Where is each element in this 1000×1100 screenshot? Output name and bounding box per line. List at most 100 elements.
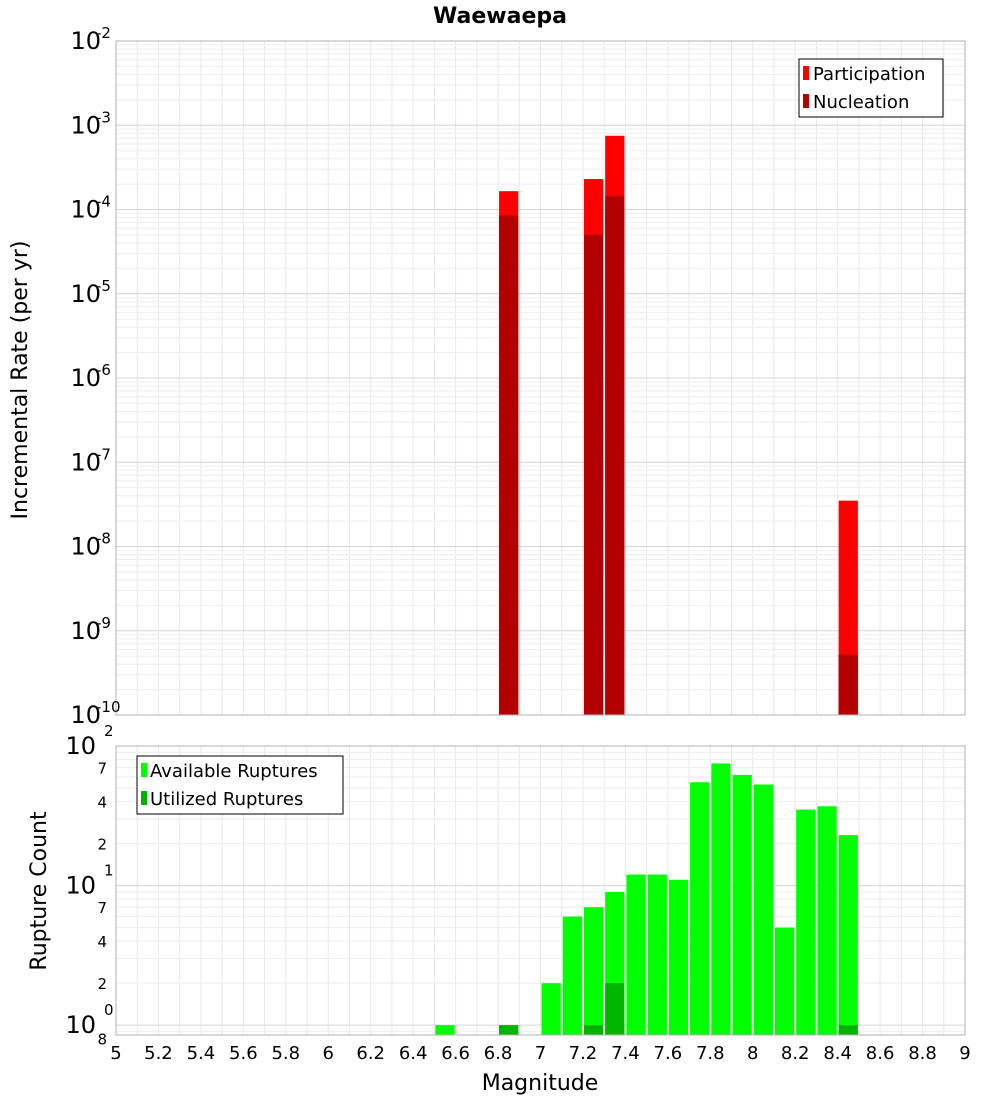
top-legend-box: [798, 58, 944, 118]
top-bars: [499, 135, 858, 716]
x-tick-label: 6.2: [356, 1043, 385, 1064]
x-tick-label: 8: [747, 1043, 758, 1064]
utilized-ruptures-bar: [838, 1025, 858, 1035]
available-ruptures-bar: [817, 806, 837, 1035]
available-ruptures-bar: [647, 874, 667, 1035]
x-tick-label: 9: [959, 1043, 970, 1064]
top-plot-frame: [115, 40, 966, 716]
x-tick-label: 7.8: [696, 1043, 725, 1064]
available-ruptures-bar: [435, 1025, 455, 1035]
bottom-y-minor-label: 8: [97, 1031, 107, 1049]
bottom-y-tick-exponent: 0: [104, 1001, 114, 1019]
legend-label-available: Available Ruptures: [150, 761, 318, 782]
available-ruptures-bar: [753, 784, 773, 1035]
top-y-tick-exponent: -8: [96, 530, 111, 548]
top-y-tick-exponent: -10: [96, 698, 121, 716]
top-y-tick-exponent: -9: [96, 614, 111, 632]
bottom-plot-frame: [115, 745, 966, 1036]
x-tick-label: 8.4: [823, 1043, 852, 1064]
x-tick-labels: 5 5.2 5.4 5.6 5.8 6 6.2 6.4 6.6 6.8 7 7.2 7.4 7.6 7.8 8…: [110, 1043, 970, 1064]
x-tick-label: 6.8: [484, 1043, 513, 1064]
top-y-axis-label: Incremental Rate (per yr): [8, 241, 33, 520]
top-y-tick-label: 10: [70, 27, 101, 55]
top-y-tick-label: 10: [70, 617, 101, 645]
bottom-y-minor-label: 2: [97, 836, 107, 854]
bottom-y-tick-label: 10: [65, 1011, 96, 1039]
x-tick-label: 7: [535, 1043, 546, 1064]
bottom-legend: Available Ruptures Utilized Ruptures: [136, 755, 344, 815]
available-ruptures-bar: [583, 907, 604, 1035]
bottom-y-axis-label: Rupture Count: [27, 811, 52, 971]
top-gridlines: [115, 41, 966, 716]
x-tick-label: 8.2: [781, 1043, 810, 1064]
top-y-tick-label: 10: [70, 280, 101, 308]
bottom-bars: [435, 763, 858, 1035]
utilized-ruptures-bar: [499, 1025, 519, 1035]
bottom-y-tick-label: 10: [65, 732, 96, 760]
available-ruptures-bar: [562, 916, 582, 1035]
top-y-tick-label: 10: [70, 364, 101, 392]
nucleation-bar: [499, 215, 519, 715]
bottom-y-minor-label: 7: [97, 899, 107, 917]
utilized-ruptures-bar: [605, 983, 625, 1035]
legend-swatch-available: [141, 763, 147, 777]
bottom-y-minor-label: 7: [97, 760, 107, 778]
available-ruptures-bar: [711, 763, 731, 1035]
x-tick-label: 5.8: [271, 1043, 300, 1064]
top-y-tick-label: 10: [70, 533, 101, 561]
top-panel: 10-210-310-410-510-610-710-810-910-10 In…: [8, 24, 966, 729]
nucleation-bar: [605, 195, 625, 716]
legend-label-participation: Participation: [813, 64, 925, 85]
available-ruptures-bar: [668, 879, 689, 1035]
top-y-tick-label: 10: [70, 111, 101, 139]
bottom-y-tick-label: 10: [65, 872, 96, 900]
bottom-y-minor-label: 2: [97, 975, 107, 993]
x-tick-label: 8.6: [866, 1043, 895, 1064]
bottom-legend-box: [136, 755, 344, 815]
top-y-tick-exponent: -6: [96, 361, 111, 379]
x-tick-label: 5.6: [229, 1043, 258, 1064]
top-y-tick-label: 10: [70, 448, 101, 476]
x-tick-label: 7.6: [654, 1043, 683, 1064]
x-tick-label: 7.2: [569, 1043, 598, 1064]
top-y-tick-label: 10: [70, 701, 101, 729]
bottom-y-minor-label: 4: [97, 794, 107, 812]
legend-swatch-participation: [803, 66, 809, 80]
top-y-tick-exponent: -3: [96, 108, 111, 126]
bottom-y-tick-exponent: 2: [104, 722, 114, 740]
utilized-ruptures-bar: [583, 1025, 604, 1035]
top-legend: Participation Nucleation: [798, 58, 944, 118]
available-ruptures-bar: [774, 927, 795, 1035]
top-y-tick-label: 10: [70, 196, 101, 224]
top-y-tick-exponent: -2: [96, 24, 111, 42]
top-y-tick-exponent: -7: [96, 445, 111, 463]
available-ruptures-bar: [838, 835, 858, 1035]
x-tick-label: 7.4: [611, 1043, 640, 1064]
x-axis-label: Magnitude: [482, 1071, 599, 1096]
available-ruptures-bar: [690, 782, 710, 1035]
available-ruptures-bar: [732, 774, 752, 1035]
legend-label-utilized: Utilized Ruptures: [150, 789, 303, 810]
x-tick-label: 6.6: [441, 1043, 470, 1064]
bottom-y-minor-label: 4: [97, 933, 107, 951]
top-y-tick-exponent: -5: [96, 277, 111, 295]
x-tick-label: 8.8: [908, 1043, 937, 1064]
bottom-gridlines: [115, 746, 966, 1035]
legend-swatch-nucleation: [803, 94, 809, 108]
x-tick-label: 5: [110, 1043, 121, 1064]
top-y-tick-exponent: -4: [96, 193, 111, 211]
available-ruptures-bar: [541, 983, 561, 1035]
x-tick-label: 5.2: [144, 1043, 173, 1064]
bottom-y-tick-exponent: 1: [104, 862, 114, 880]
x-tick-label: 6: [323, 1043, 334, 1064]
legend-label-nucleation: Nucleation: [813, 92, 909, 113]
nucleation-bar: [583, 234, 604, 716]
chart-title: Waewaepa: [433, 4, 567, 29]
available-ruptures-bar: [626, 874, 646, 1035]
x-tick-label: 6.4: [399, 1043, 428, 1064]
top-y-tick-labels: 10-210-310-410-510-610-710-810-910-10: [70, 24, 120, 729]
x-tick-label: 5.4: [187, 1043, 216, 1064]
